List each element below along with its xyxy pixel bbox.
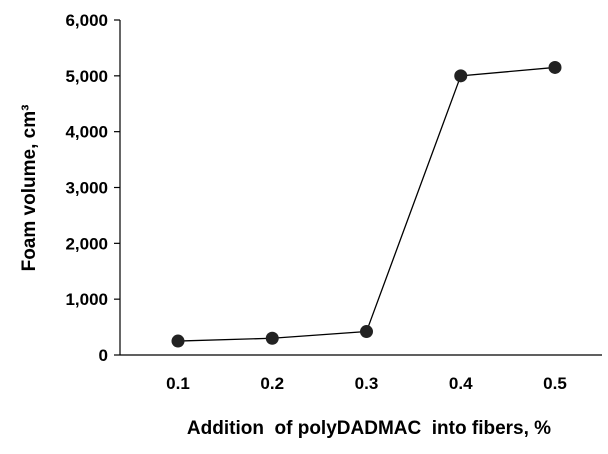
data-point	[360, 325, 373, 339]
y-tick-label: 6,000	[65, 11, 108, 30]
x-tick-label: 0.5	[543, 374, 567, 393]
y-tick-label: 4,000	[65, 123, 108, 142]
y-tick-label: 3,000	[65, 179, 108, 198]
y-tick-label: 2,000	[65, 234, 108, 253]
y-ticks: 0 1,000 2,000 3,000 4,000 5,000 6,000	[65, 11, 120, 365]
x-tick-label: 0.2	[260, 374, 284, 393]
x-tick-label: 0.4	[449, 374, 473, 393]
data-point	[548, 60, 562, 74]
x-ticks: 0.1 0.2 0.3 0.4 0.5	[166, 374, 567, 393]
y-tick-label: 0	[99, 346, 108, 365]
series-group	[171, 60, 562, 348]
y-axis-title: Foam volume, cm³	[19, 105, 40, 272]
data-point	[454, 69, 468, 83]
data-point	[265, 331, 279, 345]
y-tick-label: 1,000	[65, 290, 108, 309]
x-tick-label: 0.1	[166, 374, 190, 393]
x-tick-label: 0.3	[355, 374, 379, 393]
x-axis-title: Addition of polyDADMAC into fibers, %	[187, 418, 551, 439]
series-line	[177, 66, 556, 342]
data-point	[171, 334, 185, 348]
y-tick-label: 5,000	[65, 67, 108, 86]
